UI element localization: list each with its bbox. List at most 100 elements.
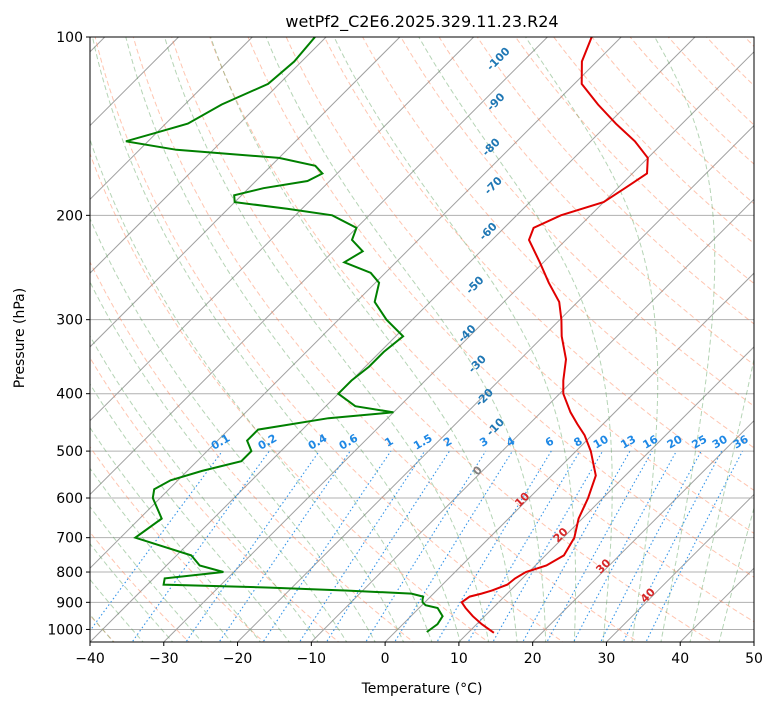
- dry-adiabat-line: [285, 37, 754, 534]
- temperature-label: 10: [512, 490, 532, 510]
- y-tick-label: 1000: [47, 622, 83, 638]
- moist-adiabat-line: [90, 335, 319, 642]
- x-tick-label: 50: [745, 651, 763, 667]
- dry-adiabat-line: [362, 37, 754, 449]
- moist-adiabat-label: -70: [482, 174, 505, 197]
- mixing-ratio-line: [131, 450, 270, 642]
- isotherm-line: [163, 51, 754, 642]
- mixing-ratio-line: [262, 450, 392, 642]
- dry-adiabat-line: [323, 37, 754, 491]
- moist-adiabat-label: -60: [477, 220, 500, 243]
- dry-adiabat-line: [400, 37, 754, 407]
- mixing-ratio-label: 6: [543, 434, 556, 449]
- isotherm-line: [90, 37, 401, 348]
- y-tick-label: 200: [56, 208, 83, 224]
- moist-adiabat-line: [718, 505, 754, 642]
- isotherm-line: [753, 641, 754, 642]
- dry-adiabat-line: [90, 152, 490, 642]
- moist-adiabat-label: -80: [480, 135, 503, 158]
- isotherm-line: [679, 567, 754, 642]
- isotherm-line: [532, 419, 754, 642]
- dry-adiabat-line: [94, 37, 564, 642]
- x-tick-label: −30: [149, 651, 179, 667]
- x-axis-label: Temperature (°C): [361, 681, 483, 697]
- dry-adiabat-line: [247, 37, 754, 578]
- dry-adiabat-line: [667, 37, 754, 126]
- mixing-ratio-label: 16: [641, 432, 661, 451]
- x-tick-label: 0: [381, 651, 390, 667]
- moist-adiabat-line: [333, 37, 577, 642]
- moist-adiabat-line: [90, 467, 232, 642]
- x-tick-label: 20: [524, 651, 542, 667]
- moist-adiabat-line: [90, 542, 174, 642]
- isotherm-line: [90, 37, 475, 422]
- x-tick-label: 30: [598, 651, 616, 667]
- isotherm-line: [90, 37, 622, 569]
- isotherm-line: [90, 37, 548, 496]
- mixing-ratio-line: [185, 450, 320, 642]
- moist-adiabat-label: -10: [484, 415, 507, 438]
- temperature-profile-line: [460, 37, 649, 634]
- isotherm-line: [90, 37, 253, 201]
- moist-adiabat-line: [90, 578, 144, 642]
- moist-adiabat-label: -30: [466, 352, 489, 375]
- moist-adiabat-label: -40: [455, 322, 478, 345]
- y-tick-label: 700: [56, 531, 83, 547]
- moist-adiabat-line: [90, 383, 291, 642]
- mixing-ratio-label: 30: [710, 432, 730, 451]
- mixing-ratio-label: 1: [383, 435, 396, 450]
- mixing-ratio-label: 8: [572, 435, 585, 450]
- x-tick-label: 40: [671, 651, 689, 667]
- isotherm-line: [90, 37, 696, 642]
- dry-adiabat-line: [438, 37, 754, 366]
- moist-adiabat-line: [90, 426, 262, 642]
- moist-adiabat-line: [91, 37, 433, 642]
- mixing-ratio-line: [467, 450, 581, 642]
- x-tick-label: −20: [223, 651, 253, 667]
- mixing-ratio-line: [90, 450, 223, 632]
- moist-adiabat-line: [90, 505, 203, 642]
- moist-adiabat-label: -90: [484, 90, 507, 113]
- chart-title: wetPf2_C2E6.2025.329.11.23.R24: [285, 12, 558, 32]
- y-tick-label: 500: [56, 444, 83, 460]
- mixing-ratio-line: [218, 450, 351, 642]
- mixing-ratio-line: [572, 450, 677, 642]
- temperature-label: 30: [593, 556, 613, 576]
- mixing-ratio-line: [645, 450, 743, 642]
- y-tick-label: 900: [56, 595, 83, 611]
- y-axis: 100 200 300 400 500 600 700 800 900 1000: [47, 30, 90, 638]
- mixing-ratio-line: [365, 450, 487, 642]
- dry-adiabat-line: [90, 446, 265, 642]
- moist-adiabat-line: [265, 37, 547, 642]
- moist-adiabat-line: [418, 37, 613, 642]
- mixing-ratio-label: 1.5: [411, 432, 434, 453]
- dry-adiabat-line: [476, 37, 754, 325]
- moist-adiabat-line: [210, 37, 518, 642]
- plot-frame: [89, 36, 755, 643]
- dry-adiabat-line: [90, 356, 340, 642]
- dry-adiabat-line: [209, 37, 754, 623]
- isotherm-line: [606, 493, 754, 642]
- y-tick-label: 300: [56, 313, 83, 329]
- dry-adiabat-line: [770, 24, 775, 645]
- x-tick-label: −40: [75, 651, 105, 667]
- isotherm-line: [458, 346, 754, 642]
- mixing-ratio-label: 3: [477, 435, 490, 450]
- moist-adiabat-line: [689, 356, 754, 642]
- moist-adiabat-label: -20: [473, 386, 496, 409]
- moist-adiabat-label: -100: [484, 44, 513, 73]
- y-tick-label: 100: [56, 30, 83, 46]
- mixing-ratio-label: 10: [591, 432, 611, 451]
- mixing-ratio-line: [325, 450, 450, 642]
- mixing-ratio-line: [393, 450, 513, 642]
- moist-adiabat-line: [525, 37, 659, 642]
- isotherm-line: [310, 198, 754, 642]
- dry-adiabat-line: [90, 531, 190, 642]
- mixing-ratio-label: 20: [665, 432, 685, 451]
- y-tick-label: 600: [56, 491, 83, 507]
- dry-adiabat-line: [171, 37, 714, 642]
- isotherm-line: [237, 124, 754, 642]
- x-tick-label: 10: [450, 651, 468, 667]
- temperature-label: 20: [551, 525, 571, 545]
